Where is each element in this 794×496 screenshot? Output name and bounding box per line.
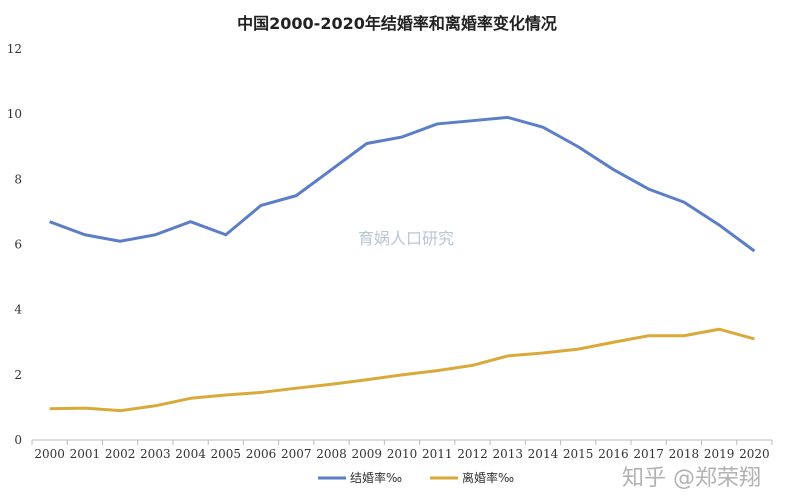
y-tick-label: 2 [14,368,22,382]
y-tick-label: 10 [7,107,22,121]
x-tick-label: 2016 [598,447,629,461]
y-tick-label: 8 [14,172,22,186]
x-tick-label: 2003 [140,447,171,461]
x-tick-label: 2020 [739,447,770,461]
x-tick-label: 2009 [351,447,382,461]
x-tick-label: 2008 [316,447,347,461]
x-tick-label: 2004 [175,447,206,461]
x-tick-label: 2018 [669,447,700,461]
x-tick-label: 2015 [563,447,594,461]
y-tick-label: 0 [14,433,22,447]
series-line-1 [49,327,755,413]
x-tick-label: 2011 [422,447,453,461]
watermark-source: 知乎 @郑荣翔 [622,466,761,491]
legend-label: 离婚率‰ [462,470,514,485]
y-tick-label: 12 [7,42,22,56]
chart-title: 中国2000-2020年结婚率和离婚率变化情况 [237,14,557,33]
x-tick-label: 2012 [457,447,488,461]
y-tick-label: 6 [14,238,22,252]
watermark-logo: 育娲人口研究 [358,225,454,249]
x-tick-label: 2007 [281,447,312,461]
x-tick-label: 2000 [34,447,65,461]
x-tick-label: 2005 [211,447,242,461]
x-tick-label: 2002 [105,447,136,461]
x-tick-label: 2006 [246,447,277,461]
x-tick-label: 2017 [633,447,664,461]
x-tick-label: 2010 [387,447,418,461]
x-tick-label: 2001 [70,447,101,461]
x-tick-label: 2014 [528,447,559,461]
watermark-logo-text: 育娲人口研究 [358,229,455,248]
y-tick-label: 4 [14,303,22,317]
x-tick-label: 2019 [704,447,735,461]
x-tick-label: 2013 [492,447,523,461]
legend-label: 结婚率‰ [350,470,402,485]
